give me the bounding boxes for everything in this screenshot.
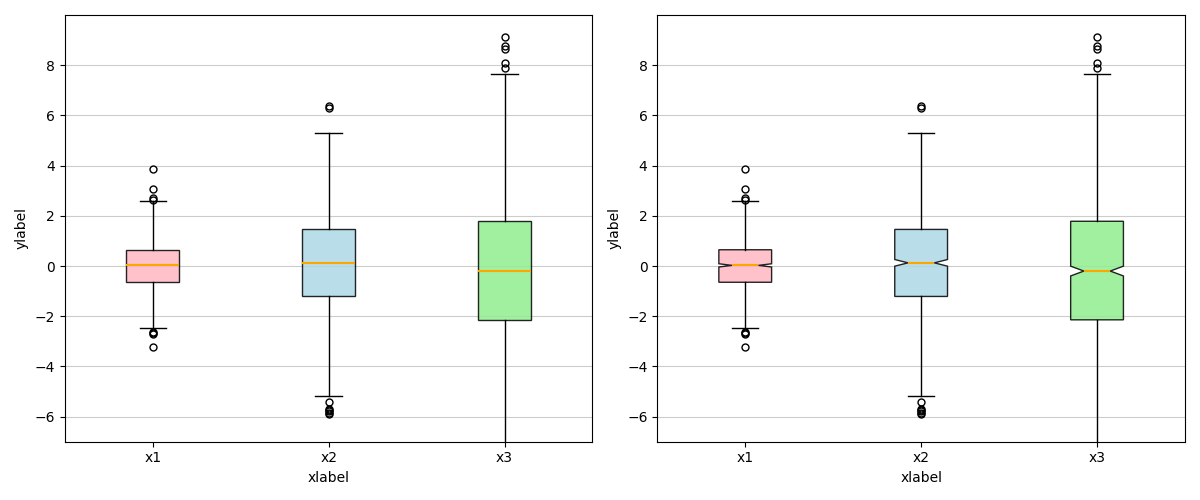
- Y-axis label: ylabel: ylabel: [607, 208, 622, 250]
- PathPatch shape: [302, 230, 355, 296]
- PathPatch shape: [719, 250, 772, 282]
- PathPatch shape: [895, 230, 948, 296]
- X-axis label: xlabel: xlabel: [307, 471, 349, 485]
- X-axis label: xlabel: xlabel: [900, 471, 942, 485]
- PathPatch shape: [478, 222, 530, 320]
- PathPatch shape: [126, 250, 179, 282]
- PathPatch shape: [1070, 222, 1123, 320]
- Y-axis label: ylabel: ylabel: [16, 208, 29, 250]
